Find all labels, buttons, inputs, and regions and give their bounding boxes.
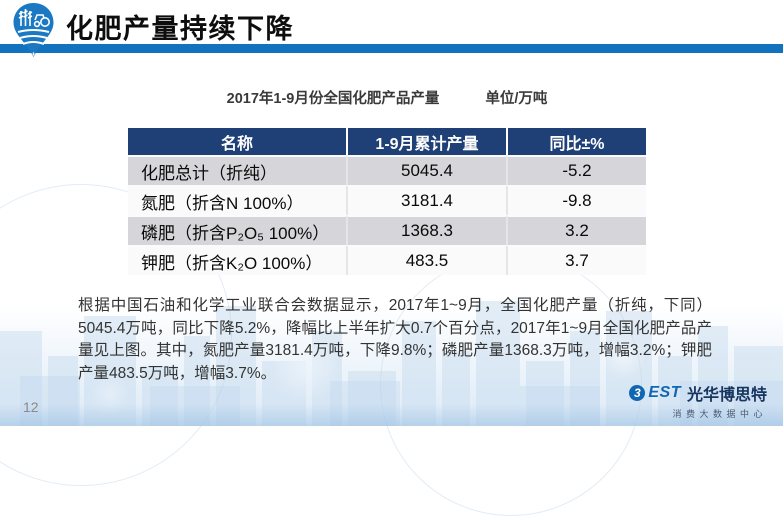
cell-yoy: -5.2 bbox=[506, 155, 646, 185]
cell-output: 483.5 bbox=[346, 245, 506, 275]
cell-yoy: 3.7 bbox=[506, 245, 646, 275]
cell-name: 钾肥（折含K₂O 100%） bbox=[128, 245, 346, 275]
table-row: 钾肥（折含K₂O 100%） 483.5 3.7 bbox=[128, 245, 646, 275]
cell-yoy: -9.8 bbox=[506, 185, 646, 215]
brand-subtitle: 消费大数据中心 bbox=[672, 409, 767, 419]
cell-name: 化肥总计（折纯） bbox=[128, 155, 346, 185]
page-number: 12 bbox=[23, 399, 39, 415]
table-caption-row: 2017年1-9月份全国化肥产品产量 单位/万吨 bbox=[128, 87, 646, 108]
cell-output: 5045.4 bbox=[346, 155, 506, 185]
column-header-name: 名称 bbox=[128, 128, 346, 155]
table-row: 磷肥（折含P₂O₅ 100%） 1368.3 3.2 bbox=[128, 215, 646, 245]
brand-line: 3 EST 光华博思特 bbox=[629, 381, 767, 405]
cell-output: 1368.3 bbox=[346, 215, 506, 245]
header-accent-bar bbox=[0, 44, 783, 53]
brand-b-icon: 3 bbox=[629, 385, 646, 401]
cell-output: 3181.4 bbox=[346, 185, 506, 215]
analysis-paragraph: 根据中国石油和化学工业联合会数据显示，2017年1~9月，全国化肥产量（折纯，下… bbox=[78, 297, 712, 382]
brand-latin: EST bbox=[648, 384, 681, 401]
page-title: 化肥产量持续下降 bbox=[66, 14, 294, 44]
cell-name: 氮肥（折含N 100%） bbox=[128, 185, 346, 215]
table-row: 化肥总计（折纯） 5045.4 -5.2 bbox=[128, 155, 646, 185]
column-header-output: 1-9月累计产量 bbox=[346, 128, 506, 155]
fertilizer-output-table: 名称 1-9月累计产量 同比±% 化肥总计（折纯） 5045.4 -5.2 氮肥… bbox=[128, 128, 646, 275]
footer-brand-logo: 3 EST 光华博思特 消费大数据中心 bbox=[629, 381, 767, 420]
table-header-row: 名称 1-9月累计产量 同比±% bbox=[128, 128, 646, 155]
cell-name: 磷肥（折含P₂O₅ 100%） bbox=[128, 215, 346, 245]
table-caption: 2017年1-9月份全国化肥产品产量 bbox=[226, 91, 440, 107]
column-header-yoy: 同比±% bbox=[506, 128, 646, 155]
decorative-ring bbox=[380, 254, 642, 516]
table-unit-label: 单位/万吨 bbox=[485, 91, 548, 107]
cell-yoy: 3.2 bbox=[506, 215, 646, 245]
table-row: 氮肥（折含N 100%） 3181.4 -9.8 bbox=[128, 185, 646, 215]
brand-chinese-name: 光华博思特 bbox=[686, 387, 767, 404]
agriculture-pin-icon bbox=[10, 2, 57, 59]
